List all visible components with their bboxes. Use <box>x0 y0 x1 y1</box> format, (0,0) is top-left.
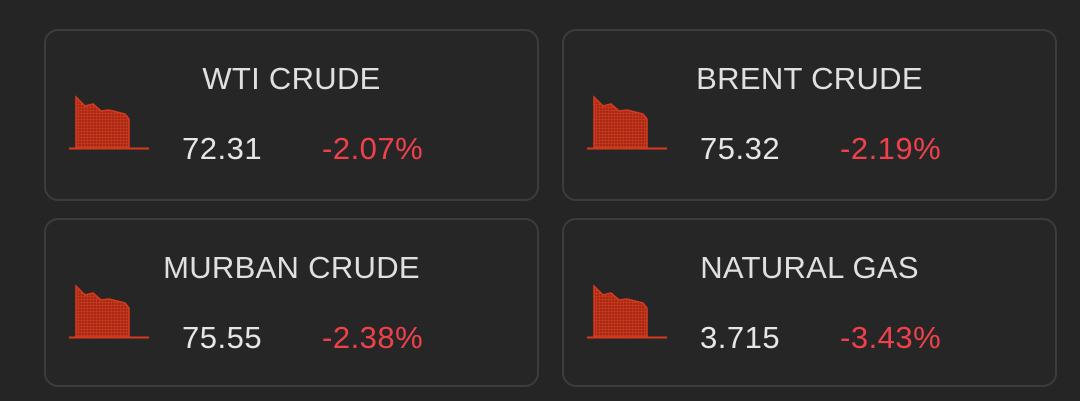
commodity-name: MURBAN CRUDE <box>163 250 420 285</box>
commodity-card-wti-crude[interactable]: WTI CRUDE 72.31 -2.07% <box>44 29 539 201</box>
downtrend-chart-icon <box>587 284 667 339</box>
commodity-name: NATURAL GAS <box>700 250 919 285</box>
commodity-price: 75.55 <box>182 320 263 355</box>
commodity-change-percent: -2.07% <box>322 131 424 166</box>
downtrend-chart-icon <box>587 95 667 150</box>
commodity-card-murban-crude[interactable]: MURBAN CRUDE 75.55 -2.38% <box>44 218 539 387</box>
commodity-change-percent: -3.43% <box>840 320 942 355</box>
commodity-price: 72.31 <box>182 131 263 166</box>
commodity-card-natural-gas[interactable]: NATURAL GAS 3.715 -3.43% <box>562 218 1057 387</box>
commodity-price: 75.32 <box>700 131 781 166</box>
commodity-grid: WTI CRUDE 72.31 -2.07% BRENT CRUDE <box>44 29 1057 387</box>
downtrend-chart-icon <box>69 95 149 150</box>
commodity-card-brent-crude[interactable]: BRENT CRUDE 75.32 -2.19% <box>562 29 1057 201</box>
downtrend-chart-icon <box>69 284 149 339</box>
commodity-price: 3.715 <box>700 320 781 355</box>
commodity-name: WTI CRUDE <box>202 61 381 96</box>
commodity-change-percent: -2.19% <box>840 131 942 166</box>
commodity-name: BRENT CRUDE <box>696 61 923 96</box>
commodity-change-percent: -2.38% <box>322 320 424 355</box>
